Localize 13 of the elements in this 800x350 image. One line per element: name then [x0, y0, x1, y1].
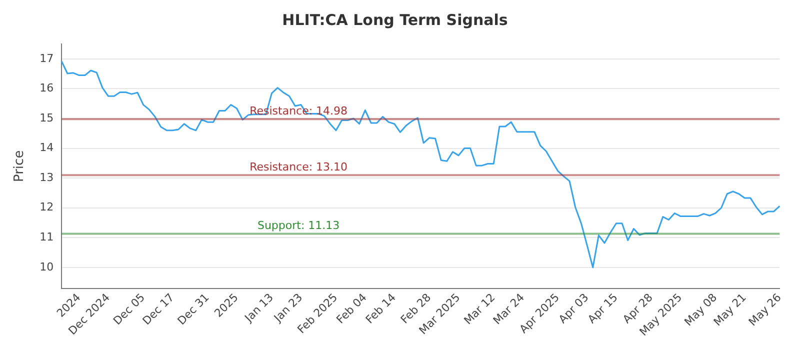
x-tick-label: Dec 31 [175, 290, 212, 328]
y-tick-label: 13 [40, 170, 54, 184]
y-tick-label: 10 [40, 260, 54, 274]
chart-title: HLIT:CA Long Term Signals [282, 10, 508, 29]
ref-line-label: Resistance: 13.10 [250, 160, 348, 174]
y-tick-label: 12 [40, 200, 54, 214]
y-tick-label: 16 [40, 82, 54, 95]
y-tick-label: 11 [40, 230, 54, 244]
ref-line-label: Support: 11.13 [257, 219, 340, 232]
y-axis-title: Price [12, 150, 28, 182]
y-tick-label: 14 [40, 141, 54, 154]
y-tick-label: 17 [40, 52, 54, 65]
y-tick-label: 15 [40, 111, 54, 124]
